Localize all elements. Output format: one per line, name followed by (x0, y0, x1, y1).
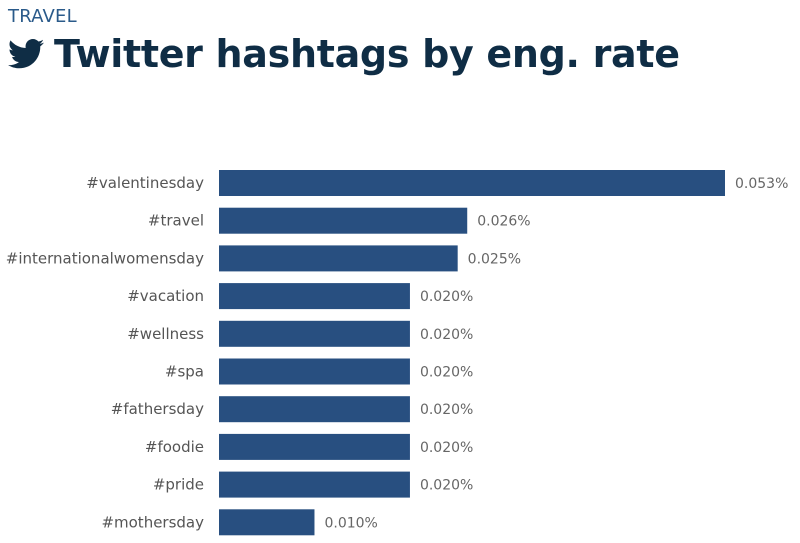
twitter-bird-icon (8, 39, 44, 69)
value-label: 0.026% (477, 214, 530, 230)
bar-mothersday (219, 509, 315, 536)
value-label: 0.020% (420, 365, 473, 381)
bar-wellness (219, 320, 410, 347)
category-label: #wellness (127, 325, 204, 343)
value-label: 0.020% (420, 402, 473, 418)
value-label: 0.025% (468, 251, 521, 267)
value-label: 0.020% (420, 478, 473, 494)
value-label: 0.010% (324, 515, 377, 531)
bar-pride (219, 471, 410, 498)
bar-foodie (219, 433, 410, 460)
bar-vacation (219, 283, 410, 310)
bar-fathersday (219, 396, 410, 423)
category-label: #travel (148, 212, 204, 230)
bar-valentinesday (219, 170, 725, 196)
category-label: #valentinesday (86, 174, 204, 192)
value-label: 0.053% (735, 176, 788, 192)
category-label: #mothersday (101, 513, 204, 531)
bar-spa (219, 358, 410, 385)
value-label: 0.020% (420, 440, 473, 456)
value-label: 0.020% (420, 289, 473, 305)
category-label: #vacation (127, 287, 204, 305)
category-label: #pride (153, 476, 204, 494)
chart-title: Twitter hashtags by eng. rate (54, 32, 680, 76)
title-row: Twitter hashtags by eng. rate (8, 32, 680, 76)
bar-internationalwomensday (219, 245, 458, 272)
chart-kicker: TRAVEL (8, 6, 77, 27)
category-label: #internationalwomensday (6, 249, 204, 267)
category-label: #fathersday (111, 400, 204, 418)
category-label: #spa (165, 363, 204, 381)
category-label: #foodie (145, 438, 204, 456)
value-label: 0.020% (420, 327, 473, 343)
bar-travel (219, 207, 468, 234)
